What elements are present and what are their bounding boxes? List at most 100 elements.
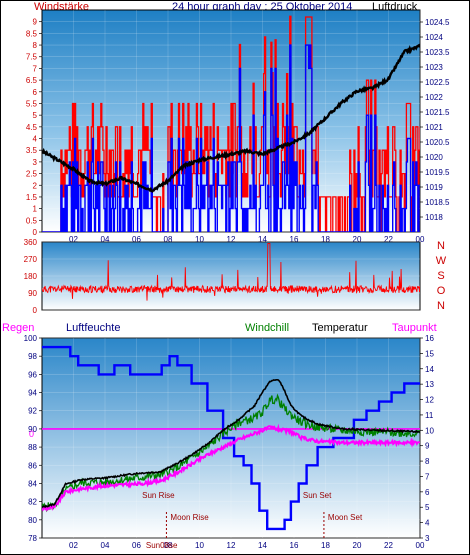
moonset-label: Moon Set: [328, 513, 363, 522]
pressure-tick-label: 1018.5: [425, 198, 450, 207]
wind-axis-ticks: 0 0.5 1 1.5 2 2.5 3 3.5 4 4.5 5 5.5 6 6.5 7 7.5 8 8.5 9: [26, 18, 42, 237]
x-tick-label: 04: [101, 541, 110, 550]
temperature-line: [42, 379, 420, 509]
x-tick-label: 22: [384, 541, 393, 550]
dewpoint-line: [42, 423, 420, 512]
windchill-label: Windchill: [245, 322, 289, 334]
x-tick-label: 18: [321, 541, 330, 550]
x-tick-label: 18: [321, 235, 330, 244]
temperature-tick-label: 16: [425, 334, 434, 343]
direction-tick-label: 0: [33, 306, 38, 315]
pressure-tick-label: 1024.5: [425, 18, 450, 27]
pressure-line: [42, 43, 420, 193]
temperature-axis-ticks: 3 4 5 6 7 8 9 10 11 12 13 14 15 16: [420, 334, 434, 543]
humidity-tick-label: 80: [28, 516, 37, 525]
temperature-tick-label: 13: [425, 380, 434, 389]
humidity-tick-label: 78: [28, 534, 37, 543]
compass-letter: N: [437, 240, 445, 252]
pressure-axis-ticks: 1018 1018.5 1019 1019.5 1020 1020.5 1021 1021.5…: [420, 18, 450, 222]
direction-tick-label: 270: [24, 255, 38, 264]
compass-letter: N: [437, 300, 445, 312]
x-tick-label: 10: [195, 235, 204, 244]
x-tick-label: 14: [258, 541, 267, 550]
direction-tick-label: 180: [24, 272, 38, 281]
temperature-label: Temperatur: [312, 322, 368, 334]
humidity-tick-label: 98: [28, 352, 37, 361]
compass-letter: W: [436, 255, 447, 267]
wind-tick-label: 0: [33, 228, 38, 237]
wind-gust-trace: [42, 44, 420, 232]
wind-tick-label: 8.5: [26, 29, 38, 38]
wind-tick-label: 6.5: [26, 76, 38, 85]
humidity-label: Luftfeuchte: [66, 322, 120, 334]
humidity-tick-label: 92: [28, 407, 37, 416]
humidity-tick-label: 100: [24, 334, 38, 343]
temperature-tick-label: 3: [425, 534, 430, 543]
wind-tick-label: 1: [33, 205, 38, 214]
compass-letter: S: [437, 270, 444, 282]
wind-tick-label: 3: [33, 158, 38, 167]
temperature-tick-label: 5: [425, 503, 430, 512]
x-tick-label: 16: [290, 235, 299, 244]
x-tick-label: 22: [384, 235, 393, 244]
x-tick-label: 12: [227, 541, 236, 550]
temperature-tick-label: 9: [425, 442, 430, 451]
pressure-tick-label: 1023: [425, 63, 443, 72]
wind-tick-label: 0.5: [26, 216, 38, 225]
wind-x-ticks: 02 04 06 08 10 12 14 16 18 20 22 00: [69, 235, 425, 244]
direction-tick-label: 90: [28, 289, 37, 298]
pressure-tick-label: 1023.5: [425, 48, 450, 57]
sunrise-short-label: Sun08se: [146, 541, 178, 550]
compass-letter: O: [437, 285, 446, 297]
direction-axis-ticks: 0 90 180 270 360: [24, 238, 38, 315]
wind-tick-label: 3.5: [26, 146, 38, 155]
x-tick-label: 20: [353, 235, 362, 244]
x-tick-label: 00: [416, 541, 425, 550]
x-tick-label: 02: [69, 541, 78, 550]
x-tick-label: 14: [258, 235, 267, 244]
wind-tick-label: 2.5: [26, 170, 38, 179]
pressure-tick-label: 1018: [425, 213, 443, 222]
sunrise-label: Sun Rise: [142, 491, 175, 500]
wind-tick-label: 5: [33, 111, 38, 120]
wind-tick-label: 4.5: [26, 123, 38, 132]
direction-plot-area: [41, 241, 421, 311]
humidity-tick-label: 82: [28, 498, 37, 507]
x-tick-label: 08: [164, 235, 173, 244]
temperature-tick-label: 6: [425, 488, 430, 497]
humidity-axis-ticks: 78 80 82 84 86 88 90 92 94 96 98 100: [24, 334, 42, 543]
temperature-tick-label: 11: [425, 411, 434, 420]
humidity-tick-label: 90: [28, 425, 37, 434]
dewpoint-label: Taupunkt: [392, 322, 437, 334]
pressure-tick-label: 1022: [425, 93, 443, 102]
pressure-tick-label: 1024: [425, 33, 443, 42]
temperature-tick-label: 10: [425, 426, 434, 435]
wind-tick-label: 5.5: [26, 99, 38, 108]
pressure-tick-label: 1022.5: [425, 78, 450, 87]
humidity-tick-label: 84: [28, 479, 37, 488]
wind-tick-label: 6: [33, 88, 38, 97]
humidity-tick-label: 94: [28, 389, 37, 398]
wind-direction-line: [42, 243, 420, 301]
moonrise-label: Moon Rise: [170, 513, 209, 522]
temperature-tick-label: 4: [425, 519, 430, 528]
wind-tick-label: 9: [33, 18, 38, 27]
x-tick-label: 02: [69, 235, 78, 244]
pressure-tick-label: 1021: [425, 123, 443, 132]
temperature-tick-label: 7: [425, 472, 430, 481]
temperature-tick-label: 15: [425, 349, 434, 358]
x-tick-label: 06: [132, 235, 141, 244]
x-tick-label: 04: [101, 235, 110, 244]
rain-axis-zero: 0: [29, 429, 34, 439]
wind-tick-label: 2: [33, 181, 38, 190]
rain-label: Regen: [2, 322, 34, 334]
sunset-label: Sun Set: [303, 491, 332, 500]
x-tick-label: 06: [132, 541, 141, 550]
humidity-line: [42, 345, 420, 531]
pressure-tick-label: 1019.5: [425, 168, 450, 177]
pressure-tick-label: 1020.5: [425, 138, 450, 147]
wind-tick-label: 7: [33, 64, 38, 73]
x-tick-label: 12: [227, 235, 236, 244]
